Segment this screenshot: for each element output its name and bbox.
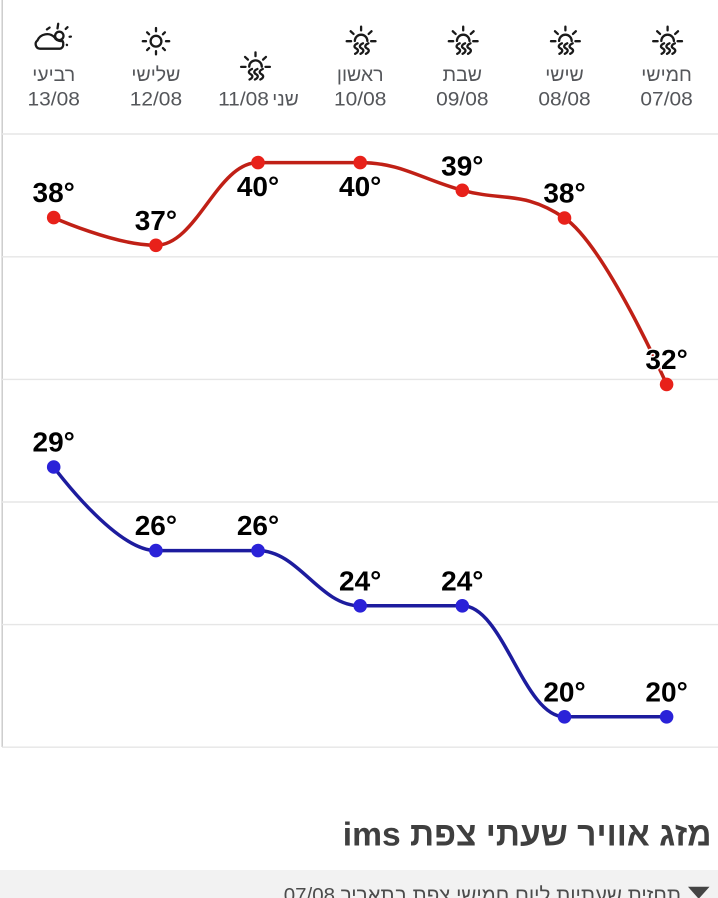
- svg-text:שלישי: שלישי: [131, 64, 180, 86]
- svg-text:שני: שני: [272, 90, 298, 111]
- svg-text:20°: 20°: [543, 676, 585, 707]
- svg-text:08/08: 08/08: [538, 89, 590, 110]
- svg-text:40°: 40°: [237, 171, 279, 202]
- svg-text:37°: 37°: [135, 205, 177, 236]
- svg-text:24°: 24°: [339, 565, 381, 596]
- svg-text:רביעי: רביעי: [32, 64, 75, 86]
- svg-text:07/08: 07/08: [640, 89, 692, 110]
- svg-text:40°: 40°: [339, 171, 381, 202]
- svg-text:20°: 20°: [645, 676, 687, 707]
- svg-text:38°: 38°: [543, 178, 585, 209]
- svg-text:שישי: שישי: [545, 64, 584, 86]
- svg-text:29°: 29°: [33, 427, 75, 458]
- svg-text:38°: 38°: [33, 177, 75, 208]
- svg-text:12/08: 12/08: [130, 89, 182, 110]
- svg-text:שבת: שבת: [443, 64, 482, 86]
- svg-text:חמישי: חמישי: [641, 64, 692, 86]
- svg-text:10/08: 10/08: [334, 89, 386, 110]
- svg-text:09/08: 09/08: [436, 89, 488, 110]
- svg-text:26°: 26°: [135, 510, 177, 541]
- svg-text:24°: 24°: [441, 565, 483, 596]
- svg-text:ראשון: ראשון: [337, 64, 384, 86]
- svg-text:13/08: 13/08: [28, 89, 80, 110]
- svg-text:11/08: 11/08: [218, 89, 269, 110]
- svg-text:39°: 39°: [441, 150, 483, 181]
- svg-text:מזג אוויר שעתי צפת ims: מזג אוויר שעתי צפת ims: [343, 817, 712, 854]
- svg-text:32°: 32°: [645, 344, 687, 375]
- svg-text:תחזית שעתיות ליום חמישי צפת בת: תחזית שעתיות ליום חמישי צפת בתאריך 07/08: [284, 884, 681, 898]
- svg-text:26°: 26°: [237, 510, 279, 541]
